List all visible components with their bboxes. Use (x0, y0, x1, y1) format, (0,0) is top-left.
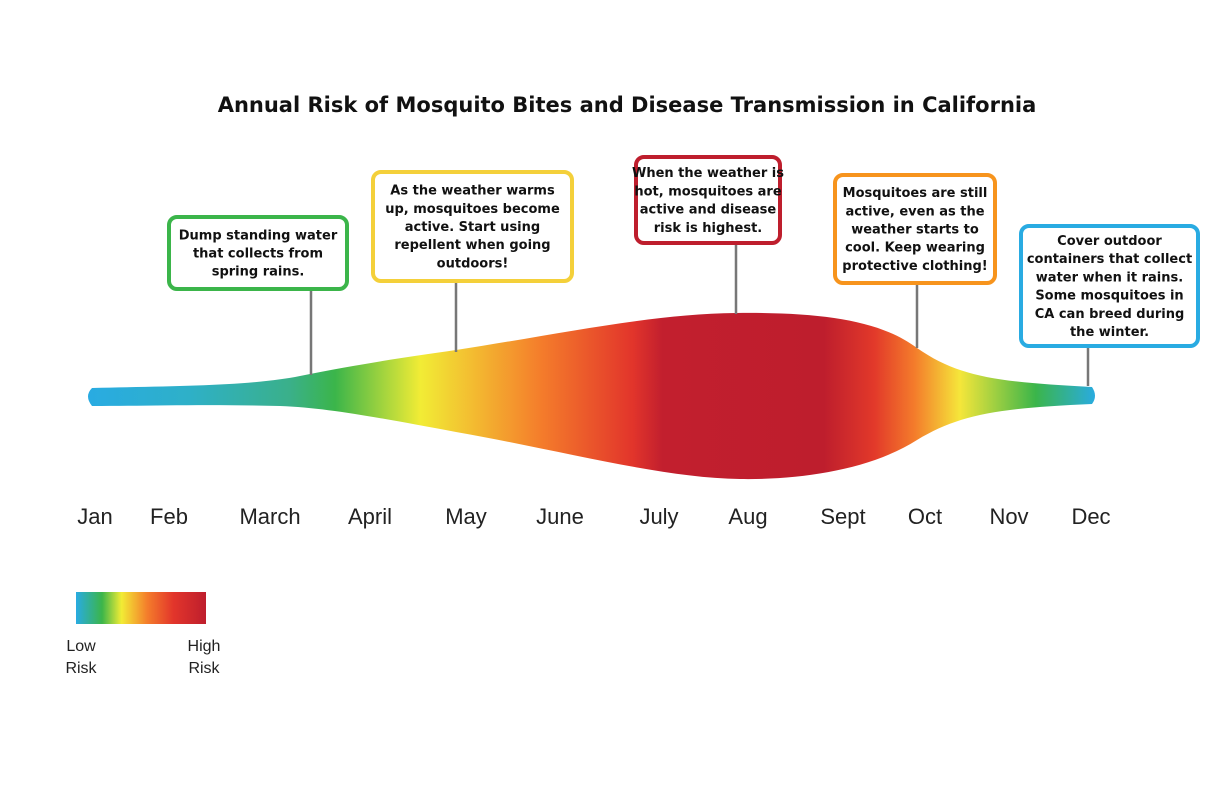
month-label: June (536, 504, 584, 529)
title: Annual Risk of Mosquito Bites and Diseas… (218, 93, 1037, 117)
callout-text: Dump standing water (179, 228, 338, 243)
callout-box (833, 173, 997, 285)
callout-box (371, 170, 574, 283)
callout-text: weather starts to (851, 223, 979, 238)
callout-text: As the weather warms (390, 184, 555, 199)
callout-text: active and disease (640, 203, 777, 218)
callout-box (1019, 224, 1200, 348)
month-label: Sept (820, 504, 865, 529)
callout-text: active. Start using (405, 220, 540, 235)
callout-text: Mosquitoes are still (843, 186, 988, 201)
callout-text: containers that collect (1027, 252, 1192, 267)
callout-text: risk is highest. (654, 221, 762, 236)
callout-text: Some mosquitoes in (1035, 289, 1183, 304)
month-label: April (348, 504, 392, 529)
legend-low: Low (66, 638, 96, 655)
callout-box (167, 215, 349, 291)
month-label: Feb (150, 504, 188, 529)
month-label: Aug (728, 504, 767, 529)
callout-text: CA can breed during (1035, 307, 1185, 322)
month-label: July (639, 504, 678, 529)
callout-text: Cover outdoor (1057, 234, 1162, 249)
callout-text: active, even as the (845, 204, 984, 219)
month-label: March (239, 504, 300, 529)
risk-shape (88, 312, 1095, 480)
month-label: Nov (989, 504, 1028, 529)
callout-text: protective clothing! (842, 259, 987, 274)
legend-bar (76, 592, 206, 624)
callout-text: that collects from (193, 247, 323, 262)
callout-text: water when it rains. (1036, 270, 1183, 285)
callout-box (634, 155, 782, 245)
callout-text: repellent when going (394, 238, 550, 253)
month-label: Dec (1071, 504, 1110, 529)
callout-text: spring rains. (212, 265, 305, 280)
legend-high: High (188, 638, 221, 655)
month-label: May (445, 504, 487, 529)
callout-text: hot, mosquitoes are (634, 184, 782, 199)
month-label: Oct (908, 504, 942, 529)
callout-text: up, mosquitoes become (385, 202, 560, 217)
month-label: Jan (77, 504, 112, 529)
legend-low: Risk (65, 660, 97, 677)
callout-text: the winter. (1070, 325, 1149, 340)
legend-high: Risk (188, 660, 220, 677)
callout-text: When the weather is (632, 166, 784, 181)
callout-text: outdoors! (437, 256, 509, 271)
callout-text: cool. Keep wearing (845, 241, 985, 256)
